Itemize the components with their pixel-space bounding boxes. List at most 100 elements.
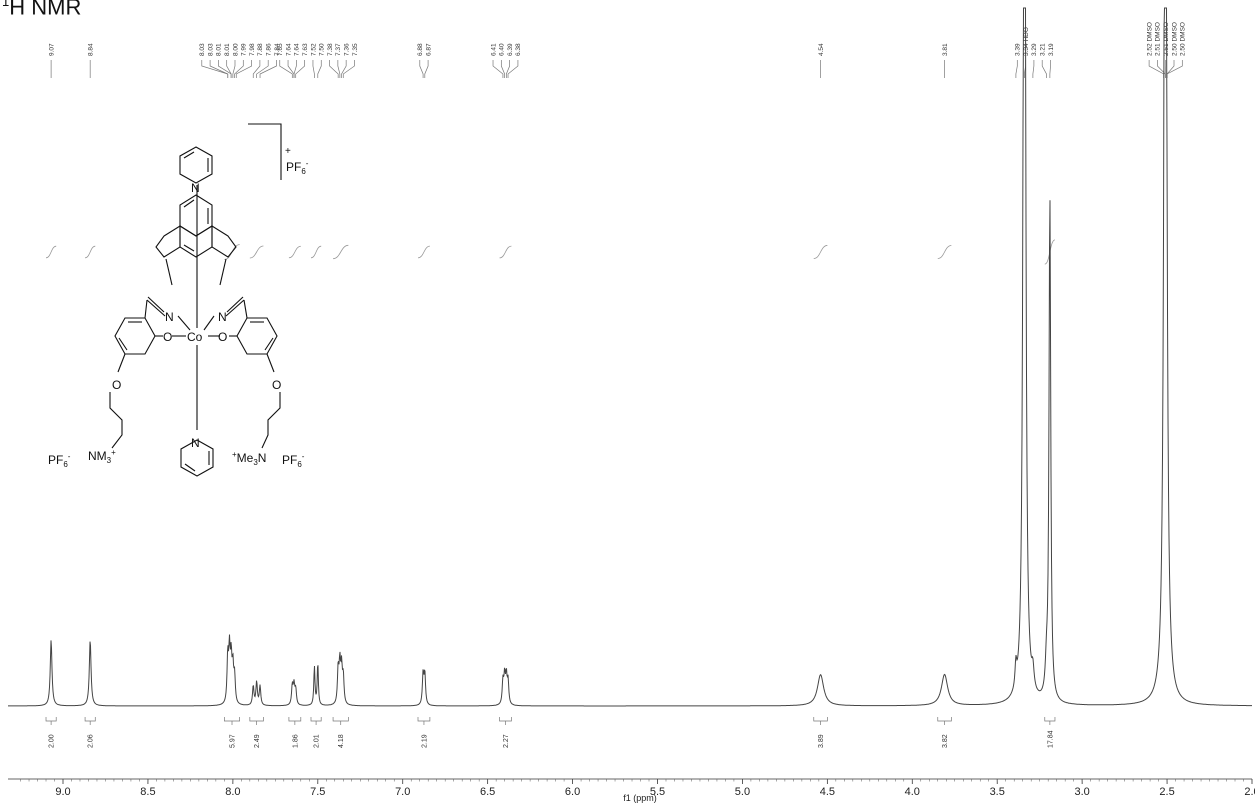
peak-label: 7.88 xyxy=(252,43,264,78)
peak-label: 3.34 HDO xyxy=(1023,27,1030,78)
peak-label-leader xyxy=(419,60,424,78)
x-tick-label: 4.0 xyxy=(905,786,920,798)
me3n-right-sub: 3 xyxy=(253,458,258,467)
integral-value: 2.19 xyxy=(421,734,428,748)
nme3-left-text: NM xyxy=(88,449,107,463)
peak-label-leader xyxy=(507,60,519,78)
n-bottom: N xyxy=(191,436,200,450)
peak-label-text: 2.52 DMSO xyxy=(1146,22,1153,56)
x-tick-label: 8.5 xyxy=(140,786,155,798)
top-pyridine-double-1 xyxy=(183,151,195,159)
peak-label: 7.64 xyxy=(293,43,301,78)
peak-label-leader xyxy=(492,60,504,78)
integral-curve xyxy=(45,245,57,259)
naphthalene-ring-bottom xyxy=(179,225,213,258)
naph-double-3 xyxy=(183,244,195,252)
spectrum-line xyxy=(8,7,1252,707)
peak-label-text: 3.39 xyxy=(1015,43,1022,56)
peak-label-text: 6.38 xyxy=(515,43,522,56)
integral-curve xyxy=(333,244,349,260)
peak-label-leader xyxy=(1041,60,1047,78)
peak-label: 7.36 xyxy=(341,43,350,78)
peak-label-leader xyxy=(317,60,322,78)
integral-curve xyxy=(84,245,96,259)
integral-labels: 2.00 2.06 5.97 2.49 1.86 2.01 4.18 2.19 2.27 3.89… xyxy=(45,717,1056,748)
peak-label-leader xyxy=(218,60,232,78)
peak-label-leader xyxy=(1049,60,1051,78)
peak-label-text: 8.84 xyxy=(87,43,94,56)
imine-right-double xyxy=(226,296,244,313)
pf6-right-sup: - xyxy=(302,452,305,461)
integral-value: 2.49 xyxy=(254,734,261,748)
peak-label: 6.41 xyxy=(490,43,504,78)
right-ring-to-ether xyxy=(266,353,275,373)
pf6-top-sup: - xyxy=(306,159,309,168)
right-ether-chain xyxy=(261,392,281,449)
x-tick-label: 9.0 xyxy=(55,786,70,798)
peak-label-leader xyxy=(1148,60,1165,78)
peak-label-text: 2.50 DMSO xyxy=(1171,22,1178,56)
spectrum-title: 1H NMR xyxy=(2,0,81,20)
bottom-pyridine-double-1 xyxy=(184,463,196,472)
integral-curve xyxy=(310,245,322,259)
pf6-top-sub: 6 xyxy=(301,167,306,176)
peak-label-leader xyxy=(259,60,277,78)
integral-bracket xyxy=(249,717,264,722)
x-tick-label: 5.5 xyxy=(650,786,665,798)
peak-label-leader xyxy=(235,60,252,78)
peak-label-text: 7.84 xyxy=(274,43,281,56)
peak-label: 3.19 xyxy=(1048,43,1055,78)
nme3-left-sub: 3 xyxy=(107,456,112,465)
x-tick-label: 7.0 xyxy=(395,786,410,798)
peak-label-leader xyxy=(424,60,429,78)
peak-label-text: 8.03 xyxy=(199,43,206,56)
peak-label-leader xyxy=(1166,60,1175,78)
x-tick-label: 3.0 xyxy=(1074,786,1089,798)
peak-label-text: 7.65 xyxy=(277,43,284,56)
bond-naph-nright xyxy=(219,258,227,286)
peak-label: 3.29 xyxy=(1031,43,1038,78)
peak-label-text: 9.07 xyxy=(48,43,55,56)
pf6-left-sup: - xyxy=(68,452,71,461)
imine-left xyxy=(146,299,166,317)
integral-bracket xyxy=(499,717,512,722)
x-tick-label: 4.5 xyxy=(820,786,835,798)
spectrum-trace xyxy=(8,7,1252,707)
integral-curve xyxy=(249,245,264,259)
integral-bracket xyxy=(332,717,349,722)
integral-bracket xyxy=(288,717,302,722)
peak-label-text: 4.54 xyxy=(818,43,825,56)
peak-label-text: 7.64 xyxy=(285,43,292,56)
peak-label: 8.01 xyxy=(224,43,232,78)
left-ether-chain xyxy=(109,392,123,449)
peak-label: 3.39 xyxy=(1015,43,1022,78)
left-ring-to-ether xyxy=(117,353,126,373)
pf6-left-text: PF xyxy=(48,453,63,467)
peak-label-leader xyxy=(226,60,232,78)
peak-label: 6.38 xyxy=(507,43,522,78)
peak-label-text: 3.19 xyxy=(1048,43,1055,56)
pf6-left-sub: 6 xyxy=(63,460,68,469)
integral-bracket xyxy=(1044,717,1056,722)
integral-bracket xyxy=(45,717,57,722)
pf6-right-text: PF xyxy=(282,453,297,467)
x-tick-label: 6.0 xyxy=(565,786,580,798)
peak-label: 7.99 xyxy=(234,43,248,78)
peak-label-text: 7.64 xyxy=(294,43,301,56)
peak-label-text: 7.98 xyxy=(249,43,256,56)
imine-left-double xyxy=(147,296,165,313)
peak-label-text: 7.35 xyxy=(352,43,359,56)
peak-label: 8.00 xyxy=(232,43,239,78)
peak-label-text: 6.41 xyxy=(490,43,497,56)
peak-label: 4.54 xyxy=(818,43,825,78)
x-tick-label: 8.0 xyxy=(225,786,240,798)
peak-label-text: 6.40 xyxy=(499,43,506,56)
peak-label-text: 7.36 xyxy=(343,43,350,56)
peak-label: 7.65 xyxy=(277,43,293,78)
peak-label-text: 7.38 xyxy=(327,43,334,56)
peak-label-text: 3.34 HDO xyxy=(1023,27,1030,56)
naphthalene-ring-top xyxy=(179,194,213,237)
x-axis-label: f1 (ppm) xyxy=(623,793,657,803)
peak-label: 9.07 xyxy=(48,43,55,78)
